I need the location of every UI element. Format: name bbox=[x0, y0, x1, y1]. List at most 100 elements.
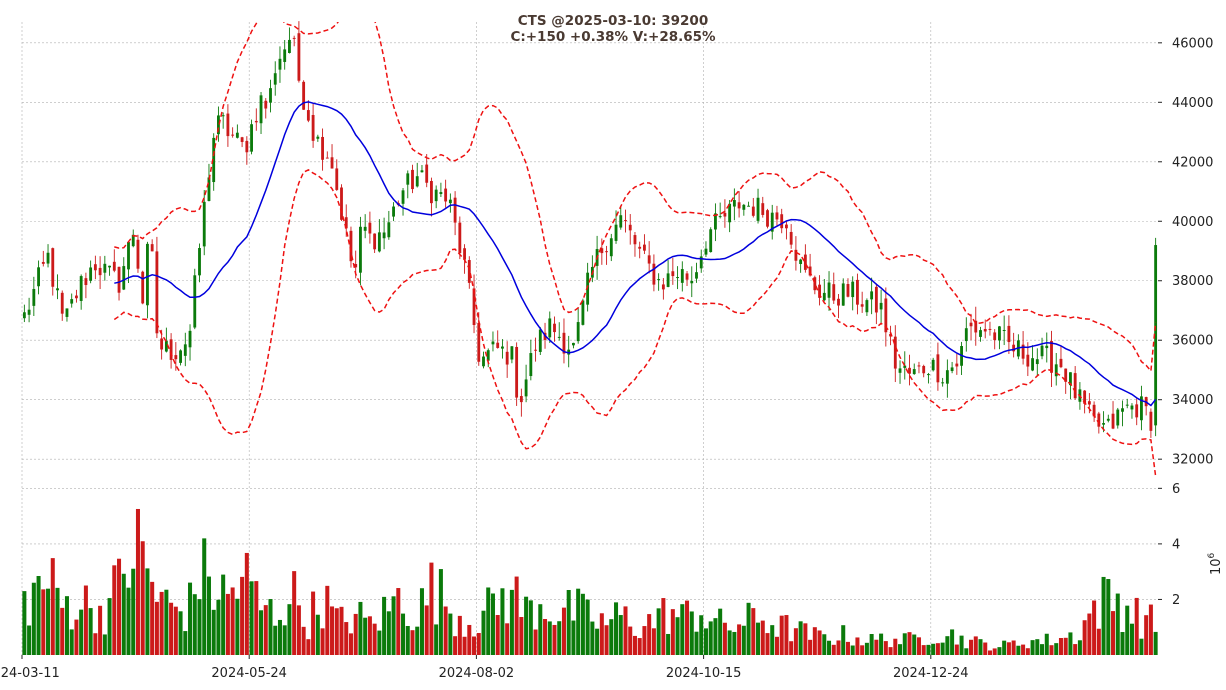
volume-bar bbox=[41, 589, 46, 655]
volume-bar bbox=[98, 605, 103, 655]
volume-bar bbox=[898, 644, 903, 655]
candle-body bbox=[103, 263, 107, 273]
candle-body bbox=[704, 248, 708, 255]
upper-band-line bbox=[114, 22, 1157, 373]
candle-body bbox=[198, 248, 201, 276]
volume-bar bbox=[192, 594, 197, 655]
candle-body bbox=[766, 210, 769, 227]
volume-bar bbox=[50, 558, 55, 655]
candle-body bbox=[430, 180, 433, 204]
candle-body bbox=[297, 33, 301, 81]
candle-body bbox=[501, 346, 504, 349]
candle-body bbox=[605, 251, 608, 253]
volume-bar bbox=[315, 614, 320, 655]
candle-body bbox=[794, 249, 798, 261]
volume-bar bbox=[599, 613, 604, 655]
candle-body bbox=[969, 322, 973, 327]
volume-bar bbox=[713, 618, 718, 655]
candle-body bbox=[221, 115, 225, 117]
volume-bar bbox=[1101, 576, 1106, 655]
volume-bar bbox=[396, 588, 401, 655]
candle-body bbox=[747, 205, 750, 207]
volume-bar bbox=[879, 633, 884, 655]
volume-bar bbox=[405, 625, 410, 655]
candle-body bbox=[363, 226, 367, 231]
volume-bar bbox=[292, 571, 297, 655]
candle-body bbox=[770, 212, 774, 232]
candle-body bbox=[401, 190, 405, 204]
chart-title-line-1: CTS @2025-03-10: 39200 bbox=[518, 13, 708, 29]
candle-body bbox=[37, 267, 40, 287]
volume-bar bbox=[367, 616, 372, 655]
volume-bar bbox=[1040, 644, 1045, 655]
volume-bar bbox=[1129, 623, 1134, 655]
volume-bar bbox=[855, 637, 860, 655]
volume-bar bbox=[457, 615, 462, 655]
volume-bar bbox=[997, 647, 1002, 655]
candle-body bbox=[250, 124, 253, 152]
volume-bar bbox=[722, 622, 727, 655]
volume-bar bbox=[1153, 631, 1158, 655]
candle-body bbox=[1106, 418, 1110, 421]
volume-bar bbox=[401, 613, 406, 655]
volume-bar bbox=[931, 643, 936, 655]
candle-body bbox=[46, 252, 50, 264]
candle-body bbox=[1021, 344, 1025, 359]
volume-bar bbox=[505, 623, 510, 655]
candle-body bbox=[638, 246, 642, 249]
candle-body bbox=[1116, 409, 1120, 426]
volume-bar bbox=[240, 576, 245, 655]
candle-body bbox=[917, 365, 921, 367]
candle-body bbox=[444, 188, 448, 202]
candle-body bbox=[1111, 413, 1115, 429]
volume-bar bbox=[500, 588, 505, 655]
candle-body bbox=[164, 340, 168, 352]
volume-bar bbox=[472, 636, 477, 655]
volume-bar bbox=[557, 621, 562, 655]
candle-body bbox=[496, 342, 500, 348]
candle-body bbox=[652, 263, 656, 285]
candle-body bbox=[98, 267, 102, 276]
candle-body bbox=[1002, 329, 1006, 331]
axes: 32000 34000 36000 38000 40000 42000 44000 46000… bbox=[0, 36, 1224, 681]
candle-body bbox=[714, 213, 717, 230]
volume-bar bbox=[202, 538, 207, 655]
volume-bar bbox=[154, 601, 159, 655]
volume-bar bbox=[296, 605, 301, 655]
volume-bar bbox=[164, 589, 169, 655]
volume-bar bbox=[386, 611, 391, 655]
volume-bar bbox=[632, 635, 637, 655]
volume-bar bbox=[770, 625, 775, 655]
candle-body bbox=[235, 132, 239, 138]
volume-bar bbox=[486, 587, 491, 655]
candle-body bbox=[1007, 325, 1011, 343]
candle-body bbox=[1092, 404, 1096, 417]
candle-body bbox=[1097, 413, 1101, 427]
volume-bar bbox=[779, 615, 784, 655]
candle-body bbox=[832, 284, 836, 301]
candle-body bbox=[680, 269, 684, 283]
candle-body bbox=[870, 291, 874, 300]
candle-body bbox=[1040, 345, 1044, 357]
candle-body bbox=[406, 173, 410, 185]
candle-body bbox=[188, 330, 192, 348]
volume-bar bbox=[1030, 640, 1035, 655]
volume-bar bbox=[765, 633, 770, 655]
volume-bar bbox=[1082, 620, 1087, 655]
candle-body bbox=[302, 81, 306, 110]
candle-body bbox=[671, 271, 675, 277]
candle-body bbox=[1069, 372, 1072, 386]
candle-body bbox=[529, 353, 533, 377]
candle-body bbox=[699, 256, 703, 269]
volume-bar bbox=[836, 640, 841, 655]
candle-body bbox=[695, 272, 698, 279]
candle-body bbox=[477, 322, 481, 362]
candle-body bbox=[799, 259, 803, 264]
volume-bar bbox=[950, 629, 955, 655]
volume-bar bbox=[1016, 645, 1021, 655]
volume-bar bbox=[287, 604, 292, 655]
volume-bar bbox=[230, 587, 235, 655]
candle-body bbox=[349, 230, 353, 262]
price-tick-label: 36000 bbox=[1172, 334, 1213, 349]
volume-bar bbox=[756, 622, 761, 655]
